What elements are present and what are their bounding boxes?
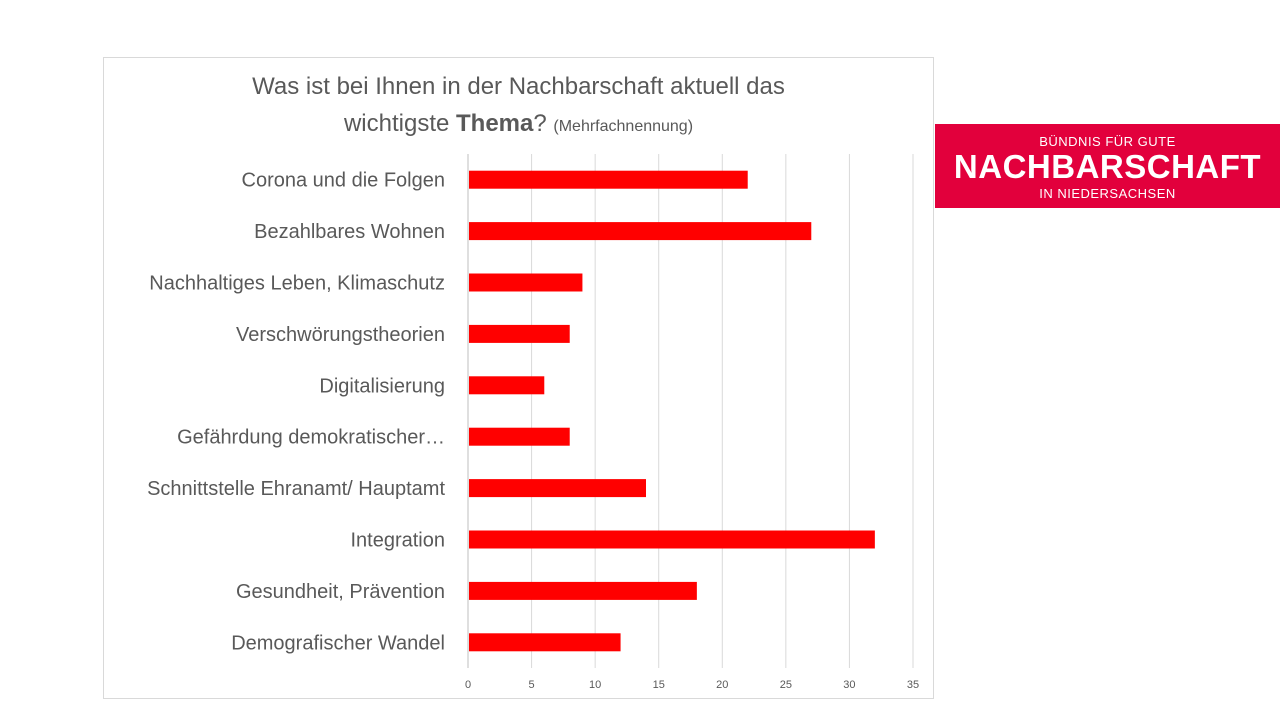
x-tick-label: 20 bbox=[716, 679, 728, 691]
category-label: Schnittstelle Ehranamt/ Hauptamt bbox=[147, 478, 445, 500]
bar bbox=[469, 427, 570, 446]
chart-title-suffix: ? bbox=[533, 110, 547, 137]
chart-title-bold: Thema bbox=[456, 110, 534, 137]
bar bbox=[469, 273, 583, 292]
bar bbox=[469, 479, 646, 498]
x-tick-label: 30 bbox=[843, 679, 855, 691]
x-tick-label: 35 bbox=[907, 679, 919, 691]
category-label: Integration bbox=[350, 530, 445, 552]
bar bbox=[469, 222, 812, 241]
chart-title-note: (Mehrfachnennung) bbox=[553, 118, 694, 135]
x-tick-label: 0 bbox=[465, 679, 471, 691]
category-label: Digitalisierung bbox=[319, 375, 445, 397]
category-label: Gesundheit, Prävention bbox=[236, 581, 445, 603]
chart-title-line1: Was ist bei Ihnen in der Nachbarschaft a… bbox=[252, 73, 785, 100]
x-tick-label: 25 bbox=[780, 679, 792, 691]
logo-bottom-text: IN NIEDERSACHSEN bbox=[1039, 186, 1176, 201]
category-label: Bezahlbares Wohnen bbox=[254, 221, 445, 243]
category-label: Verschwörungstheorien bbox=[236, 324, 445, 346]
category-label: Corona und die Folgen bbox=[242, 170, 445, 192]
bar bbox=[469, 170, 748, 189]
logo-top-text: BÜNDNIS FÜR GUTE bbox=[1039, 134, 1176, 149]
bar bbox=[469, 581, 697, 600]
chart-title-prefix: wichtigste bbox=[343, 110, 456, 137]
logo: BÜNDNIS FÜR GUTE NACHBARSCHAFT IN NIEDER… bbox=[935, 124, 1280, 208]
x-tick-label: 15 bbox=[653, 679, 665, 691]
bar bbox=[469, 633, 621, 652]
category-label: Gefährdung demokratischer… bbox=[177, 427, 445, 449]
logo-main-text: NACHBARSCHAFT bbox=[953, 148, 1262, 185]
category-label: Nachhaltiges Leben, Klimaschutz bbox=[149, 273, 445, 295]
x-tick-label: 10 bbox=[589, 679, 601, 691]
bar bbox=[469, 530, 875, 549]
x-tick-label: 5 bbox=[529, 679, 535, 691]
bar bbox=[469, 376, 545, 395]
chart-title-line2: wichtigste Thema? (Mehrfachnennung) bbox=[103, 105, 934, 145]
bar bbox=[469, 324, 570, 343]
chart-title: Was ist bei Ihnen in der Nachbarschaft a… bbox=[103, 68, 934, 145]
category-label: Demografischer Wandel bbox=[231, 632, 445, 654]
